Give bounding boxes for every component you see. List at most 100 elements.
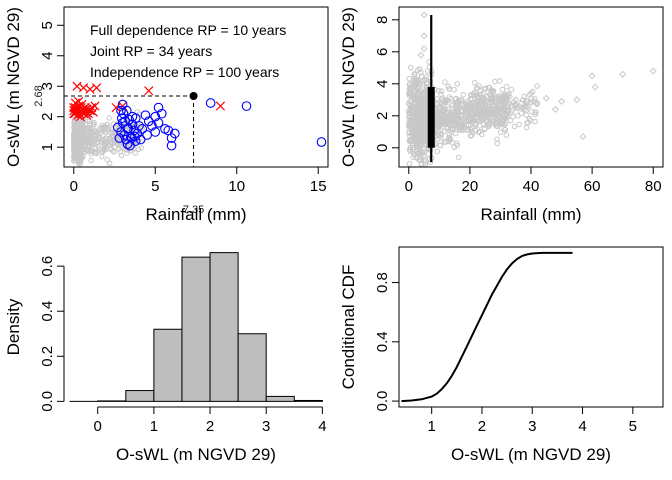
observed-extreme-point [420,32,428,40]
observed-extreme-point [533,99,541,107]
red-cross-marker [91,83,102,93]
observed-point [489,109,495,115]
observed-point [451,144,458,150]
observed-point [417,152,423,158]
observed-point [408,137,415,144]
x-tick-label: 5 [629,418,637,435]
cross-stroke [75,112,85,122]
blue-circle-marker [117,117,128,128]
observed-point [418,69,424,76]
blue-circle-marker [241,101,252,111]
observed-point [435,136,441,142]
blue-circle-marker [153,102,164,113]
observed-point [406,75,413,82]
observed-point [108,146,114,153]
histogram-bar [293,399,323,402]
observed-point [483,118,490,125]
observed-point [499,98,505,105]
panel-rainfall-vs-oswl-conditional: 0 20 40 60 80 0 2 4 6 8 Rainfall (mm) O-sWL (m NGVD… [339,6,664,224]
observed-point [86,118,93,124]
annotation-line: Joint RP = 34 years [90,43,212,59]
observed-point [88,157,94,164]
red-cross-marker [90,101,100,111]
y-tick-label: 0.8 [374,272,391,293]
observed-point [98,148,105,155]
observed-point [501,92,507,99]
observed-point [479,110,486,117]
observed-point [441,108,448,114]
observed-point [91,121,97,127]
observed-point [453,140,460,147]
observed-point [420,129,427,135]
x-tick-label: 40 [523,178,540,195]
observed-point [417,87,424,94]
observed-extreme-point [420,11,428,19]
y-tick-label: 4 [374,80,391,88]
observed-point [406,122,413,129]
observed-point [494,140,501,147]
observed-point [454,108,460,114]
red-cross-marker [72,81,82,91]
observed-extreme-point [512,96,520,104]
observed-point [415,79,421,85]
x-tick-label: 10 [228,178,245,195]
observed-point [534,83,540,89]
observed-point [419,102,426,108]
observed-point [523,112,530,118]
observed-point [87,124,94,131]
observed-point [528,117,534,124]
blue-circle-marker [150,111,161,122]
x-tick-label: 2 [206,418,214,435]
x-tick-label: 2 [478,418,486,435]
y-tick-label: 0.2 [39,346,56,367]
observed-point [480,107,487,114]
observed-point [452,117,458,123]
observed-point [439,88,445,94]
histogram-bar [237,333,267,402]
observed-extreme-point [588,72,596,80]
observed-point [471,90,477,96]
observed-extreme-point [496,109,504,117]
observed-point [438,91,444,98]
cdf-curve [401,251,573,403]
y-axis-title: O-sWL (m NGVD 29) [339,7,358,167]
observed-point [419,161,425,167]
blue-circle-marker [140,110,151,121]
cross-stroke [90,101,100,111]
observed-point [409,128,415,135]
observed-point [406,160,413,167]
observed-point [421,112,427,119]
observed-point [501,98,507,104]
observed-point [506,91,512,97]
annotation-line: Full dependence RP = 10 years [90,22,286,38]
red-cross-marker [82,110,92,120]
observed-point [77,121,84,127]
observed-point [508,103,515,109]
observed-point [442,97,448,103]
observed-point [502,127,509,133]
x-axis-title: Rainfall (mm) [480,205,581,224]
observed-extreme-point [558,97,566,105]
panel-oswl-conditional-cdf: 1 2 3 4 5 0.0 0.4 0.8 O-sWL (m NGVD 29) Condition… [339,246,664,464]
observed-point [408,64,414,71]
observed-point [503,111,510,118]
observed-point [487,103,494,110]
y-tick-label: 2 [39,113,56,121]
blue-circle-marker [117,113,127,124]
observed-point [503,83,510,90]
red-cross-marker [144,86,154,96]
blue-circle-marker [137,124,148,134]
y-tick-label: 0.4 [39,301,56,322]
observed-point [451,86,457,93]
observed-point [455,101,461,107]
observed-point [135,146,142,153]
observed-point [411,73,418,80]
cross-stroke [88,107,98,117]
histogram-bar [209,252,239,402]
observed-point [503,132,510,138]
x-tick-label: 15 [310,178,327,195]
blue-circle-marker [117,99,128,110]
x-tick-label: 60 [584,178,601,195]
observed-point [495,110,501,117]
observed-point [415,100,421,106]
